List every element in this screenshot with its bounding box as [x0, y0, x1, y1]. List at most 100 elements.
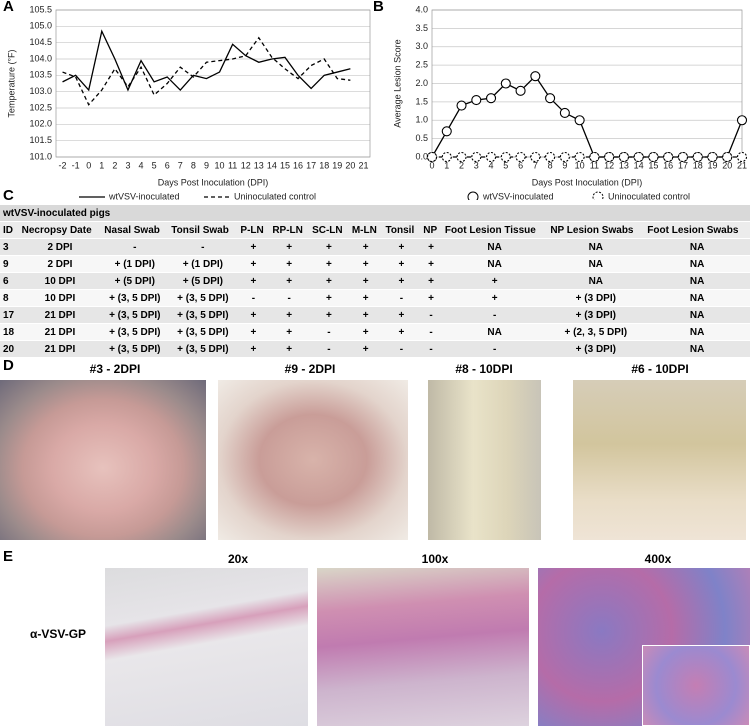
table-cell: +	[237, 306, 270, 324]
snout-photo	[218, 380, 408, 540]
table-row: 6 10 DPI + (5 DPI) + (5 DPI) + + + + + + + NA NA	[0, 272, 750, 290]
table-cell: +	[237, 340, 270, 358]
magnification-label: 100x	[421, 552, 449, 566]
table-cell: 9	[0, 255, 19, 273]
table-cell: + (3, 5 DPI)	[168, 306, 238, 324]
column-header: Nasal Swab	[101, 221, 169, 239]
data-point	[633, 151, 644, 163]
table-cell: 21 DPI	[18, 340, 102, 358]
data-point	[574, 115, 585, 126]
column-header: Foot Lesion Swabs	[644, 221, 750, 239]
x-tick-label: 10	[575, 160, 585, 170]
y-tick-label: 101.5	[29, 135, 52, 145]
legend-marker	[467, 191, 479, 200]
table-cell: 21 DPI	[18, 323, 102, 341]
table-cell: + (3, 5 DPI)	[101, 306, 169, 324]
table-cell: NA	[547, 255, 645, 273]
x-tick-label: 5	[152, 160, 157, 170]
x-tick-label: 1	[99, 160, 104, 170]
x-tick-label: 8	[191, 160, 196, 170]
y-tick-label: 105.5	[29, 4, 52, 14]
table-row: 18 21 DPI + (3, 5 DPI) + (3, 5 DPI) + + - + + - NA…	[0, 323, 750, 341]
table-cell: +	[420, 289, 442, 307]
table-cell: +	[237, 323, 270, 341]
table-cell: -	[269, 289, 310, 307]
title-row: wtVSV-inoculated pigs	[0, 205, 750, 222]
table-cell: -	[382, 289, 421, 307]
table-cell: NA	[441, 238, 548, 256]
table-cell: NA	[441, 323, 548, 341]
table-row: 8 10 DPI + (3, 5 DPI) + (3, 5 DPI) - - + + - + + + …	[0, 289, 750, 307]
column-header: SC-LN	[309, 221, 349, 239]
column-header: M-LN	[348, 221, 383, 239]
x-tick-label: 6	[165, 160, 170, 170]
table-cell: -	[168, 238, 238, 256]
x-tick-label: -2	[59, 160, 67, 170]
table-cell: 6	[0, 272, 19, 290]
data-point	[530, 71, 541, 82]
x-tick-label: 21	[358, 160, 368, 170]
table-cell: + (3, 5 DPI)	[168, 340, 238, 358]
data-point	[441, 151, 452, 163]
column-header: RP-LN	[269, 221, 310, 239]
y-tick-label: 0.5	[415, 133, 428, 143]
table-cell: +	[348, 238, 383, 256]
table-cell: +	[269, 323, 310, 341]
data-point	[530, 151, 541, 163]
table-cell: +	[382, 323, 421, 341]
x-tick-label: 9	[562, 160, 567, 170]
table-cell: NA	[644, 340, 750, 358]
table-cell: + (3, 5 DPI)	[168, 289, 238, 307]
data-point	[471, 94, 482, 106]
table-cell: + (1 DPI)	[101, 255, 169, 273]
data-point	[456, 151, 467, 163]
table-cell: 2 DPI	[18, 238, 102, 256]
table-cell: -	[382, 340, 421, 358]
table-cell: + (3 DPI)	[547, 289, 645, 307]
magnification-label: 400x	[644, 552, 672, 566]
foot-photo	[428, 380, 541, 540]
table-cell: -	[420, 323, 442, 341]
table-cell: +	[309, 238, 349, 256]
y-tick-label: 104.5	[29, 37, 52, 47]
panel-label: E	[3, 548, 14, 565]
legend-label: wtVSV-inoculated	[482, 191, 554, 200]
table-cell: + (3, 5 DPI)	[101, 340, 169, 358]
y-axis-label: Temperature (°F)	[6, 49, 16, 117]
table-cell: +	[309, 272, 349, 290]
column-header: ID	[0, 221, 19, 239]
x-tick-label: 3	[474, 160, 479, 170]
table-cell: NA	[644, 255, 750, 273]
y-tick-label: 103.5	[29, 70, 52, 80]
legend-marker	[592, 191, 604, 200]
x-tick-label: 18	[693, 160, 703, 170]
data-point	[663, 151, 674, 163]
y-tick-label: 104.0	[29, 53, 52, 63]
table-cell: + (1 DPI)	[168, 255, 238, 273]
table-row: 20 21 DPI + (3, 5 DPI) + (3, 5 DPI) + + - + - - - +…	[0, 340, 750, 358]
x-axis-label: Days Post Inoculation (DPI)	[532, 177, 643, 187]
table-cell: 10 DPI	[18, 289, 102, 307]
y-axis-label: Average Lesion Score	[392, 39, 402, 127]
photo-label: #8 - 10DPI	[455, 362, 513, 376]
data-point	[692, 151, 703, 163]
data-point	[441, 126, 452, 137]
table-cell: +	[237, 238, 270, 256]
panel-label: B	[373, 0, 384, 15]
series-line	[62, 29, 351, 92]
data-point	[515, 151, 526, 163]
x-tick-label: 13	[254, 160, 264, 170]
table-cell: NA	[547, 272, 645, 290]
data-point	[471, 151, 482, 163]
x-tick-label: 0	[86, 160, 91, 170]
table-cell: NA	[644, 272, 750, 290]
x-tick-label: 1	[444, 160, 449, 170]
data-point	[559, 107, 570, 118]
table-cell: +	[348, 289, 383, 307]
table-cell: + (3 DPI)	[547, 340, 645, 358]
column-header: Foot Lesion Tissue	[441, 221, 548, 239]
x-tick-label: 7	[533, 160, 538, 170]
x-tick-label: 4	[139, 160, 144, 170]
x-tick-label: 9	[204, 160, 209, 170]
